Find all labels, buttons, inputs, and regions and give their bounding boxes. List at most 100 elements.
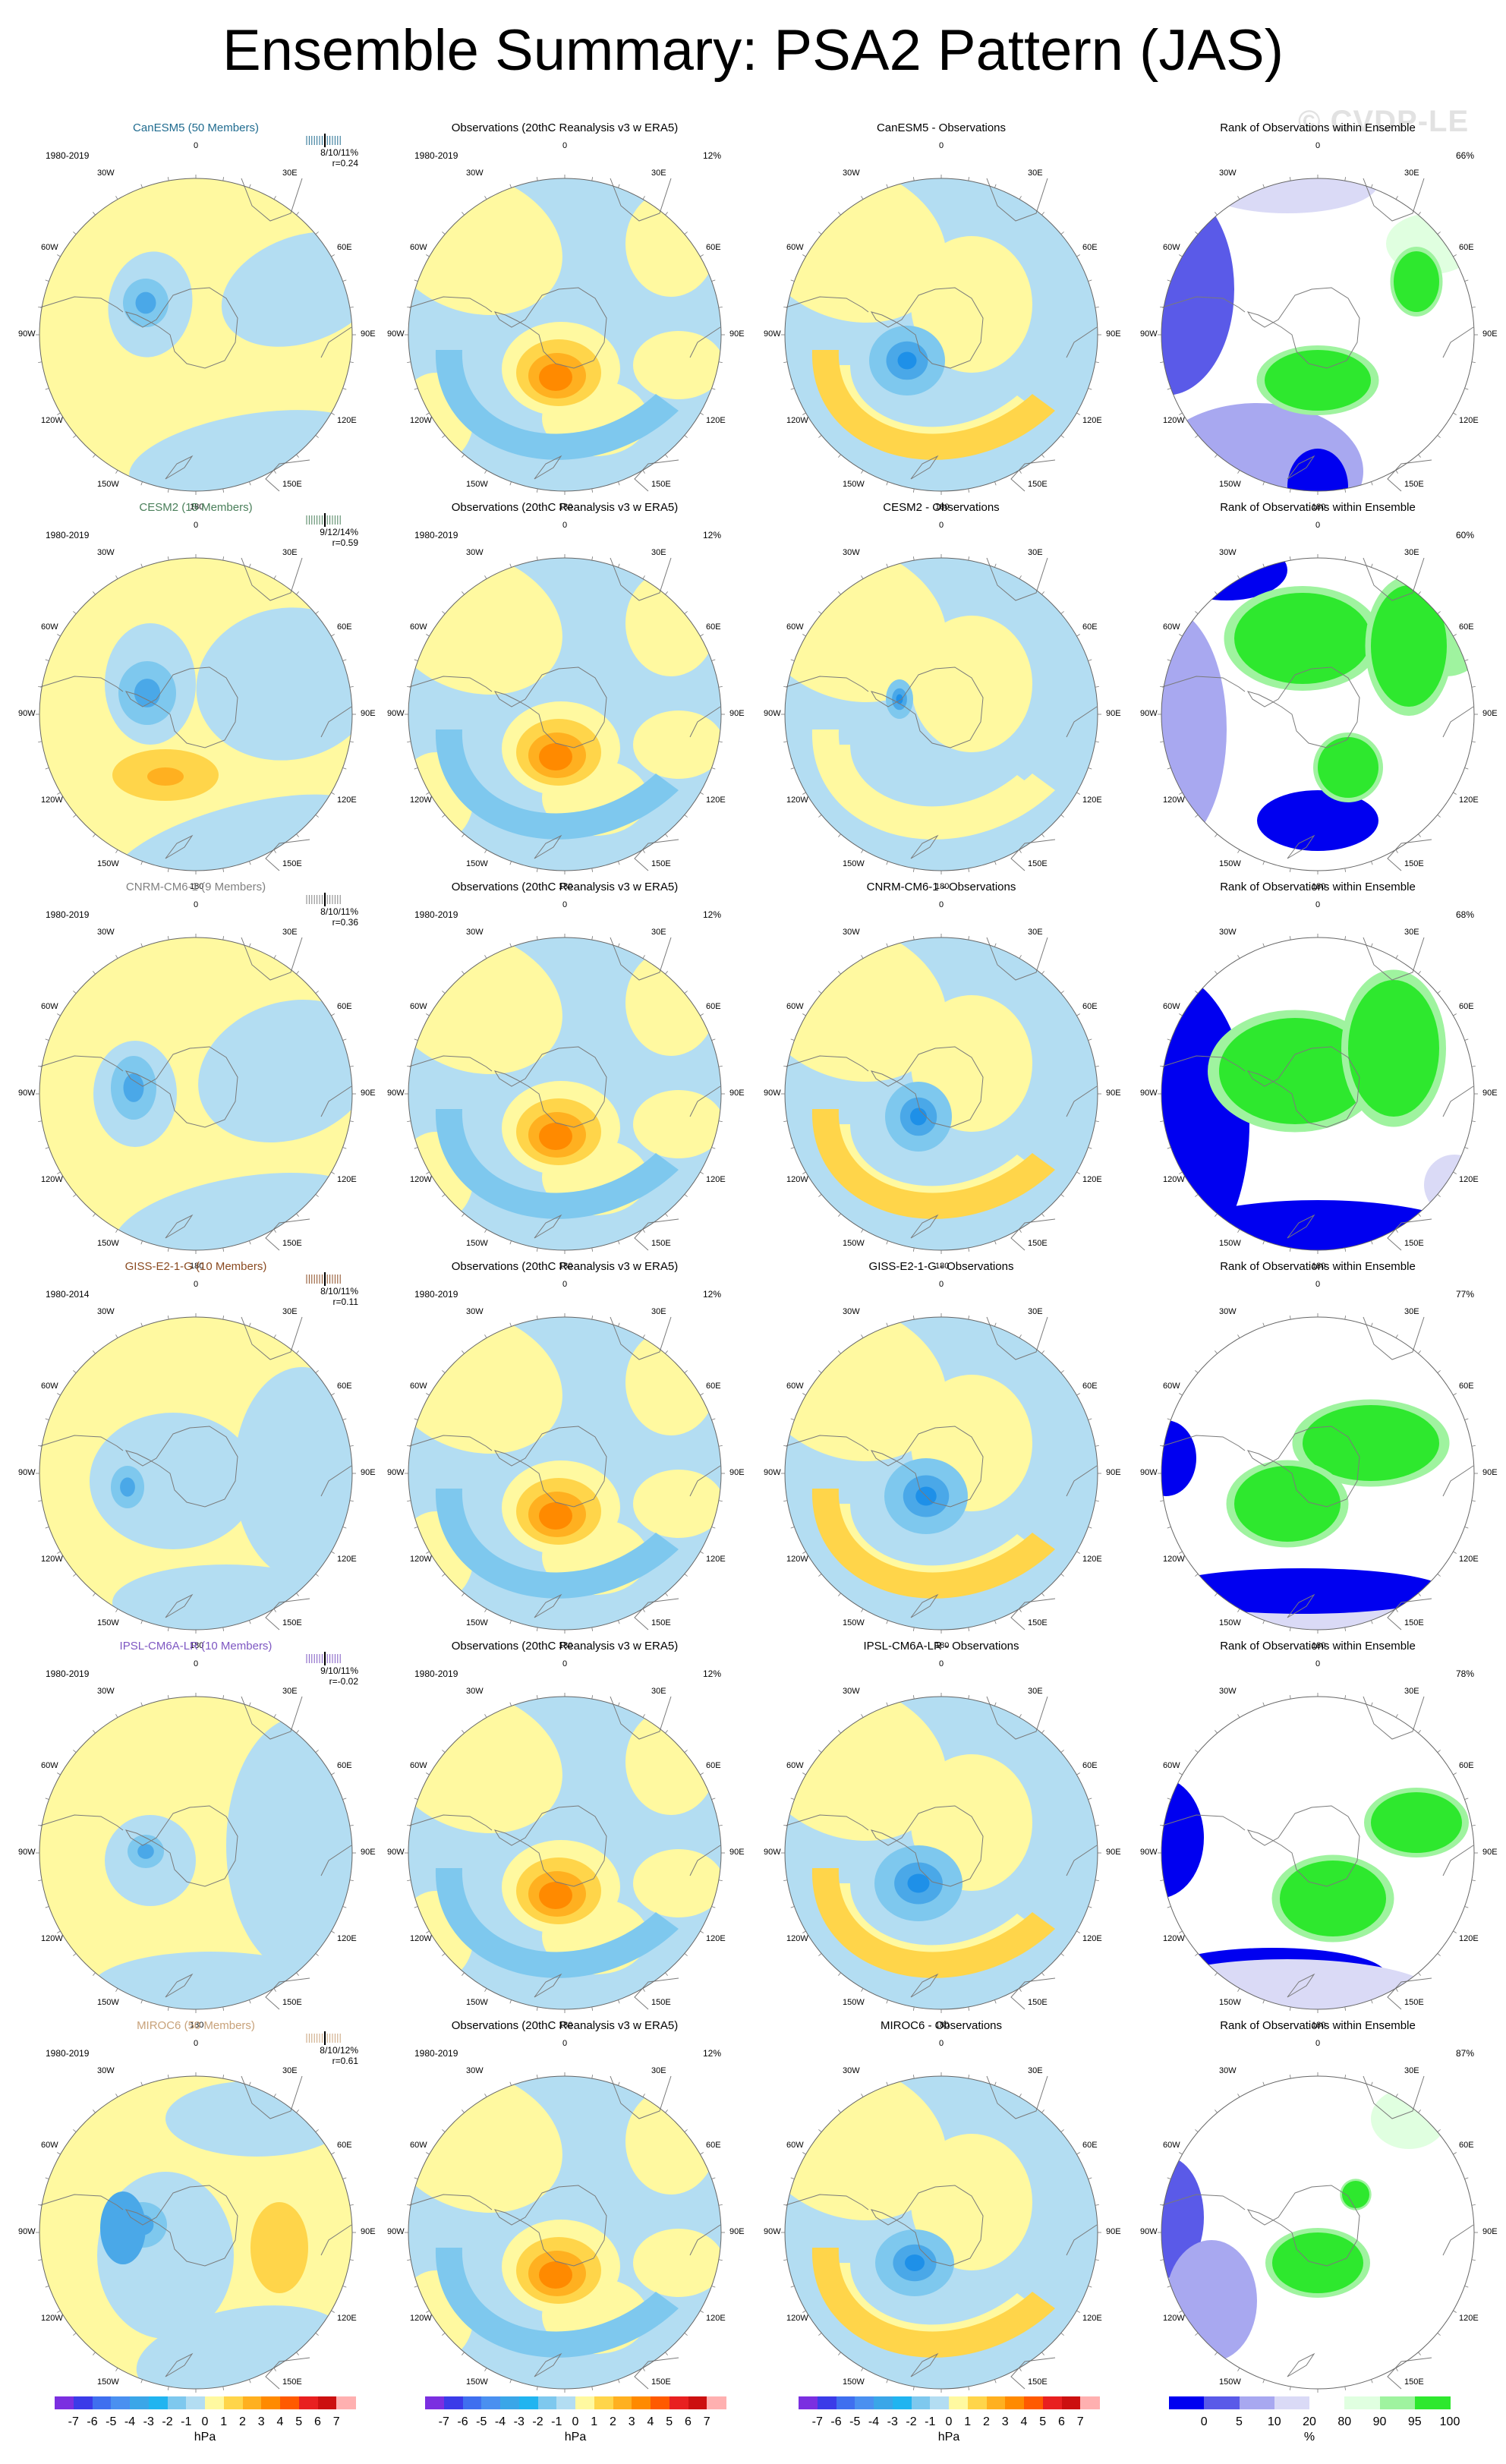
border-tick (296, 1972, 299, 1976)
rank-region (1424, 1155, 1474, 1215)
longitude-label: 60W (786, 243, 804, 252)
variance-percent: 8/10/12% (320, 2045, 358, 2056)
polar-map (1158, 1313, 1478, 1634)
indian-ocean-coast (320, 326, 352, 358)
border-tick (1215, 833, 1218, 837)
border-tick (1395, 1714, 1398, 1718)
border-tick (1088, 279, 1092, 282)
border-tick (1160, 685, 1164, 688)
border-tick (315, 435, 319, 438)
border-tick (1453, 792, 1457, 795)
antarctica-coast (124, 1805, 238, 1887)
border-tick (484, 196, 487, 200)
border-tick (1464, 767, 1469, 770)
border-tick (718, 1880, 723, 1882)
border-tick (994, 563, 997, 568)
border-tick (45, 1147, 49, 1149)
border-tick (140, 1999, 143, 2004)
border-tick (783, 2204, 788, 2206)
border-tick (140, 1702, 143, 1706)
border-tick (93, 1972, 96, 1976)
border-tick (349, 1824, 354, 1826)
border-tick (45, 1527, 49, 1529)
africa-coast (610, 2075, 672, 2119)
border-tick (912, 936, 915, 941)
diff-positive-region (911, 236, 1032, 373)
obs-positive-region (633, 331, 721, 399)
border-tick (331, 1772, 335, 1776)
antarctica-coast (493, 287, 607, 369)
rank-region (1161, 403, 1363, 491)
border-tick (45, 767, 49, 770)
border-tick (1215, 1730, 1218, 1734)
colorbar-swatch (669, 2396, 688, 2409)
border-tick (1464, 1418, 1469, 1420)
longitude-label: 150E (1404, 1239, 1424, 1248)
obs-period: 1980-2019 (414, 909, 458, 920)
border-tick (1237, 2094, 1240, 2097)
border-tick (1464, 2177, 1469, 2179)
longitude-label: 90W (387, 709, 405, 718)
longitude-label: 120E (1082, 416, 1102, 425)
border-tick (1471, 2259, 1476, 2261)
border-tick (93, 2110, 96, 2113)
longitude-label: 90W (764, 709, 781, 718)
south-america-coast (1161, 676, 1246, 692)
border-tick (462, 1972, 465, 1976)
new-zealand-coast (1287, 1214, 1315, 1239)
border-tick (1237, 1714, 1240, 1718)
south-america-coast (785, 2194, 869, 2210)
colorbar-tick-label: 3 (257, 2415, 265, 2428)
border-tick (1418, 833, 1421, 837)
border-tick (1471, 1120, 1476, 1123)
border-tick (1418, 1972, 1421, 1976)
border-tick (700, 254, 704, 257)
border-tick (484, 1609, 487, 1612)
border-tick (1095, 1120, 1099, 1123)
model-title: CNRM-CM6-1 (9 Members) (125, 881, 266, 893)
border-tick (442, 1370, 446, 1373)
ensemble-spread-glyph (306, 1272, 341, 1286)
longitude-label: 120E (1082, 1555, 1102, 1564)
border-tick (642, 955, 645, 959)
south-america-coast (39, 2194, 124, 2210)
border-tick (331, 2310, 335, 2313)
border-tick (591, 2386, 594, 2390)
border-tick (509, 1999, 512, 2004)
longitude-label: 180 (559, 2021, 573, 2030)
border-tick (1160, 1065, 1164, 1067)
border-tick (484, 575, 487, 579)
longitude-label: 150W (843, 480, 865, 489)
colorbar-tick-label: -2 (532, 2415, 543, 2428)
border-tick (1437, 991, 1441, 994)
border-tick (38, 1120, 43, 1123)
colorbar-tick-label: -6 (830, 2415, 842, 2428)
longitude-label: 30E (651, 928, 666, 937)
border-tick (1060, 2333, 1064, 2336)
rank-percent: 68% (1455, 909, 1474, 920)
border-tick (296, 1730, 299, 1734)
indian-ocean-coast (689, 1085, 721, 1117)
colorbar-tick-label: 90 (1372, 2415, 1387, 2428)
diff-title: CNRM-CM6-1 - Observations (866, 881, 1016, 893)
border-tick (57, 1393, 61, 1396)
border-tick (1060, 1750, 1064, 1753)
longitude-label: 30W (97, 928, 115, 937)
longitude-label: 120W (410, 2314, 432, 2323)
longitude-label: 60W (410, 1761, 427, 1770)
longitude-label: 120E (337, 796, 357, 805)
border-tick (591, 556, 594, 561)
longitude-label: 90W (18, 1089, 36, 1098)
rank-title: Rank of Observations within Ensemble (1220, 1260, 1416, 1273)
border-tick (1344, 2386, 1347, 2390)
border-tick (1453, 254, 1457, 257)
border-tick (1041, 1972, 1044, 1976)
longitude-label: 120E (706, 796, 726, 805)
indian-ocean-coast (1066, 1845, 1098, 1876)
ensemble-spread-glyph (306, 134, 341, 147)
border-tick (1041, 591, 1044, 595)
longitude-label: 150E (1028, 2377, 1048, 2387)
border-tick (349, 2259, 354, 2261)
colorbar-swatch (1005, 2396, 1025, 2409)
border-tick (273, 2368, 276, 2371)
